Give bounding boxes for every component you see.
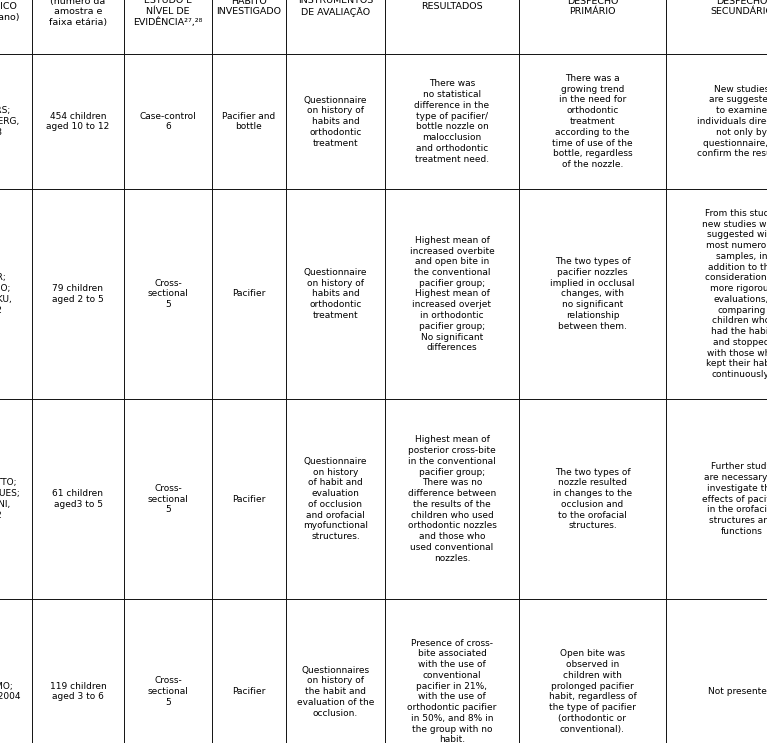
Text: DESFECHO
PRIMÁRIO: DESFECHO PRIMÁRIO [567,0,618,16]
Bar [124,54,212,189]
Bar [286,189,385,399]
Text: ARTIGO
CIENTÍFICO
(autor, ano): ARTIGO CIENTÍFICO (autor, ano) [0,0,19,22]
Bar [212,0,286,54]
Bar [124,0,212,54]
Text: Cross-
sectional
5: Cross- sectional 5 [147,484,189,514]
Text: ZARDETTO;
RODRIGUES;
STEFANI,
2002: ZARDETTO; RODRIGUES; STEFANI, 2002 [0,478,19,519]
Text: Pacifier and
bottle: Pacifier and bottle [222,111,275,132]
Text: Pacifier: Pacifier [232,290,265,299]
Bar [385,599,519,743]
Bar [286,399,385,599]
Text: Highest mean of
increased overbite
and open bite in
the conventional
pacifier gr: Highest mean of increased overbite and o… [410,236,495,352]
Bar [519,0,666,54]
Bar [124,399,212,599]
Text: There was a
growing trend
in the need for
orthodontic
treatment
according to the: There was a growing trend in the need fo… [552,74,633,169]
Bar [666,54,767,189]
Bar [666,399,767,599]
Bar [0,54,32,189]
Text: MEYERS;
HERTZBERG,
1988: MEYERS; HERTZBERG, 1988 [0,106,20,137]
Bar [519,189,666,399]
Text: Presence of cross-
bite associated
with the use of
conventional
pacifier in 21%,: Presence of cross- bite associated with … [407,639,497,743]
Bar [212,399,286,599]
Bar [666,189,767,399]
Text: From this study,
new studies were
suggested with
most numerous
samples, in
addit: From this study, new studies were sugges… [702,209,767,379]
Bar [519,399,666,599]
Bar [0,399,32,599]
Bar [519,599,666,743]
Bar [286,0,385,54]
Bar [32,0,124,54]
Text: TIPO DE
ESTUDO E
NÍVEL DE
EVIDÊNCIA²⁷,²⁸: TIPO DE ESTUDO E NÍVEL DE EVIDÊNCIA²⁷,²⁸ [133,0,202,27]
Text: Case-control
6: Case-control 6 [140,111,196,132]
Bar [385,399,519,599]
Text: 119 children
aged 3 to 6: 119 children aged 3 to 6 [50,681,107,701]
Text: Not presented.: Not presented. [708,687,767,696]
Text: 79 children
aged 2 to 5: 79 children aged 2 to 5 [52,284,104,304]
Text: 61 children
aged3 to 5: 61 children aged3 to 5 [52,489,104,509]
Text: Highest mean of
posterior cross-bite
in the conventional
pacifier group;
There w: Highest mean of posterior cross-bite in … [407,435,496,562]
Bar [124,189,212,399]
Bar [0,0,32,54]
Bar [385,0,519,54]
Text: HÁBITO
INVESTIGADO: HÁBITO INVESTIGADO [216,0,281,16]
Text: INSTRUMENTOS
DE AVALIAÇÃO: INSTRUMENTOS DE AVALIAÇÃO [298,0,373,17]
Text: Pacifier: Pacifier [232,495,265,504]
Text: RESULTADOS: RESULTADOS [421,2,482,11]
Text: The two types of
pacifier nozzles
implied in occlusal
changes, with
no significa: The two types of pacifier nozzles implie… [550,257,635,331]
Text: MESOMO;
LOSSO, 2004: MESOMO; LOSSO, 2004 [0,681,20,701]
Text: ADAIR;
MILANO;
DUSHKU,
1992: ADAIR; MILANO; DUSHKU, 1992 [0,273,12,314]
Bar [286,599,385,743]
Bar [385,189,519,399]
Bar [124,599,212,743]
Text: The two types of
nozzle resulted
in changes to the
occlusion and
to the orofacia: The two types of nozzle resulted in chan… [553,467,632,531]
Text: Questionnaire
on history
of habit and
evaluation
of occlusion
and orofacial
myof: Questionnaire on history of habit and ev… [303,457,368,541]
Bar [212,599,286,743]
Bar [32,599,124,743]
Text: Pacifier: Pacifier [232,687,265,696]
Text: Open bite was
observed in
children with
prolonged pacifier
habit, regardless of
: Open bite was observed in children with … [548,649,637,733]
Bar [385,54,519,189]
Bar [666,599,767,743]
Bar [32,399,124,599]
Text: New studies
are suggested
to examine
individuals directly,
not only by
questionn: New studies are suggested to examine ind… [697,85,767,158]
Bar [0,189,32,399]
Bar [0,599,32,743]
Text: Cross-
sectional
5: Cross- sectional 5 [147,676,189,707]
Text: There was
no statistical
difference in the
type of pacifier/
bottle nozzle on
ma: There was no statistical difference in t… [414,80,489,163]
Text: Cross-
sectional
5: Cross- sectional 5 [147,279,189,309]
Bar [519,54,666,189]
Text: Questionnaire
on history of
habits and
orthodontic
treatment: Questionnaire on history of habits and o… [304,96,367,148]
Bar [666,0,767,54]
Text: 454 children
aged 10 to 12: 454 children aged 10 to 12 [46,111,110,132]
Bar [212,54,286,189]
Bar [212,189,286,399]
Text: Further study
are necessary to
investigate the
effects of pacifier
in the orofac: Further study are necessary to investiga… [702,462,767,536]
Bar [32,54,124,189]
Text: Questionnaire
on history of
habits and
orthodontic
treatment: Questionnaire on history of habits and o… [304,268,367,320]
Bar [286,54,385,189]
Text: Questionnaires
on history of
the habit and
evaluation of the
occlusion.: Questionnaires on history of the habit a… [297,666,374,718]
Bar [32,189,124,399]
Text: DESFECHO
SECUNDÁRIO: DESFECHO SECUNDÁRIO [710,0,767,16]
Text: CASUÍSTICA
(número da
amostra e
faixa etária): CASUÍSTICA (número da amostra e faixa et… [49,0,107,27]
